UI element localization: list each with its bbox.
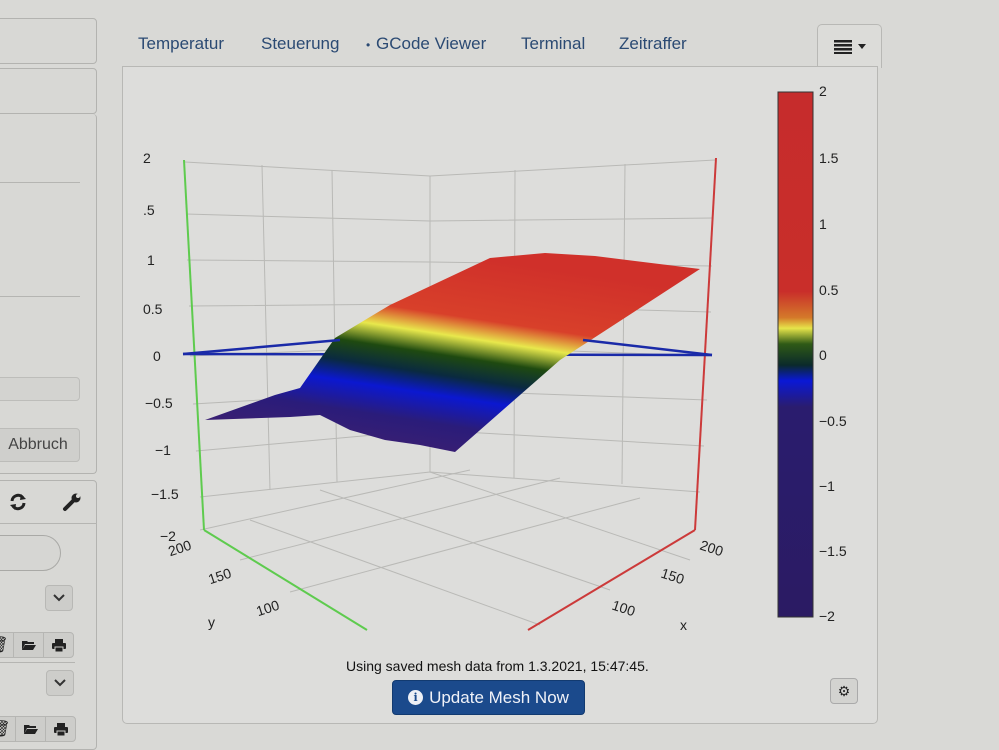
- sidebar-panel-2: [0, 68, 97, 114]
- info-icon: i: [408, 690, 424, 705]
- folder-open-icon[interactable]: [13, 632, 44, 658]
- gear-icon: ⚙: [837, 682, 851, 699]
- file-button-group-1: 🗑: [0, 632, 74, 658]
- z-tick: 2: [143, 150, 151, 166]
- colorbar-tick: −1.5: [819, 543, 847, 559]
- folder-open-icon[interactable]: [15, 716, 46, 742]
- sidebar-panel-1: [0, 18, 97, 64]
- sidebar-panel-3: [0, 114, 97, 474]
- tab-marker: •: [366, 38, 371, 52]
- z-tick: −2: [160, 528, 176, 544]
- sidebar-input[interactable]: [0, 377, 80, 401]
- refresh-icon[interactable]: [6, 490, 30, 514]
- colorbar-tick: −2: [819, 608, 835, 624]
- update-mesh-label: Update Mesh Now: [429, 687, 569, 707]
- sidebar-search-input[interactable]: [0, 535, 61, 571]
- z-tick: −1: [155, 442, 171, 458]
- mesh-status-text: Using saved mesh data from 1.3.2021, 15:…: [346, 658, 649, 674]
- colorbar-tick: −1: [819, 478, 835, 494]
- tab-zeitraffer[interactable]: Zeitraffer: [619, 34, 687, 53]
- chevron-down-button[interactable]: [45, 585, 73, 611]
- print-icon[interactable]: [45, 716, 76, 742]
- tab-bar: Temperatur Steuerung • GCode Viewer Term…: [122, 24, 882, 66]
- settings-button[interactable]: ⚙: [830, 678, 858, 704]
- y-axis-label: y: [208, 614, 215, 630]
- chevron-down-icon: [54, 679, 66, 687]
- colorbar-tick: 1: [819, 216, 827, 232]
- colorbar-tick: 1.5: [819, 150, 839, 166]
- z-tick: −1.5: [151, 486, 179, 502]
- file-button-group-2: 🗑: [0, 716, 76, 742]
- trash-icon[interactable]: 🗑: [0, 716, 16, 742]
- chevron-down-icon: [53, 594, 65, 602]
- more-tabs-dropdown[interactable]: [817, 24, 882, 68]
- divider: [0, 523, 97, 524]
- hamburger-menu-icon: [833, 39, 852, 54]
- bed-visualizer-panel: [122, 66, 878, 724]
- chevron-down-button[interactable]: [46, 670, 74, 696]
- colorbar-tick: 0.5: [819, 282, 839, 298]
- tab-steuerung[interactable]: Steuerung: [261, 34, 340, 53]
- wrench-icon[interactable]: [60, 490, 84, 514]
- z-tick: .5: [143, 202, 155, 218]
- z-tick: −0.5: [145, 395, 173, 411]
- colorbar-tick: 2: [819, 83, 827, 99]
- colorbar-tick: 0: [819, 347, 827, 363]
- divider: [0, 662, 75, 663]
- print-icon[interactable]: [43, 632, 74, 658]
- x-axis-label: x: [680, 617, 687, 633]
- colorbar-tick: −0.5: [819, 413, 847, 429]
- caret-down-icon: [857, 44, 866, 49]
- abort-button[interactable]: Abbruch: [0, 428, 80, 462]
- sidebar-panel-4: [0, 480, 97, 750]
- z-tick: 0.5: [143, 301, 163, 317]
- z-tick: 1: [147, 252, 155, 268]
- update-mesh-button[interactable]: i Update Mesh Now: [392, 680, 585, 715]
- tab-terminal[interactable]: Terminal: [521, 34, 586, 53]
- z-tick: 0: [153, 348, 161, 364]
- divider: [0, 296, 80, 297]
- sidebar: Abbruch 🗑 🗑: [0, 0, 100, 750]
- divider: [0, 182, 80, 183]
- tab-temperatur[interactable]: Temperatur: [138, 34, 224, 53]
- tab-gcode-viewer[interactable]: GCode Viewer: [376, 34, 487, 53]
- trash-icon[interactable]: 🗑: [0, 632, 14, 658]
